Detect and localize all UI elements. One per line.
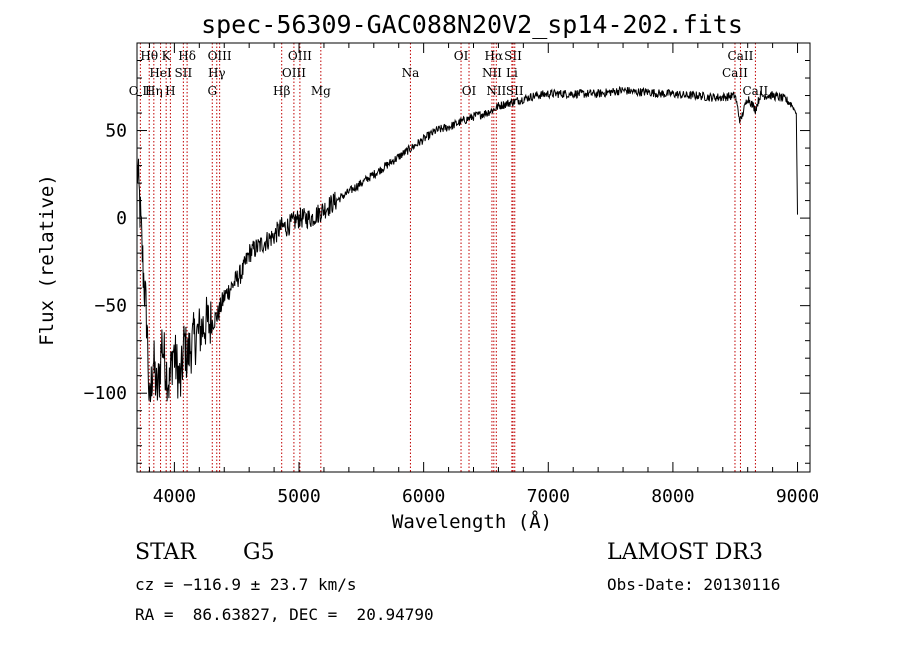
object-subclass: G5 (243, 540, 275, 565)
line-marker-label: Hη (145, 84, 163, 98)
line-marker-label: Hθ (140, 49, 158, 63)
y-axis-label: Flux (relative) (36, 174, 58, 346)
observation-date: Obs-Date: 20130116 (607, 575, 781, 594)
chart-title: spec-56309-GAC088N20V2_sp14-202.fits (201, 10, 743, 39)
line-marker-label: NII (486, 84, 506, 98)
x-tick-label: 4000 (153, 486, 196, 507)
x-tick-label: 5000 (277, 486, 320, 507)
line-marker-label: H (165, 84, 175, 98)
y-tick-label: 0 (116, 208, 127, 229)
plot-frame (136, 42, 811, 473)
line-marker-label: OIII (282, 66, 306, 80)
x-tick-label: 9000 (776, 486, 819, 507)
line-marker-label: O II (129, 84, 152, 98)
spectral-line-markers: O IIHθHηHeIKHSIIHδGHγOIIIHβOIIIOIIIMgNaO… (129, 43, 769, 472)
line-marker-label: Hβ (273, 84, 290, 98)
axes: 4000 5000 6000 7000 8000 9000 −100 −50 0 50 (84, 42, 819, 507)
redshift-readout: cz = −116.9 ± 23.7 km/s (135, 575, 357, 594)
line-marker-label: SII (504, 49, 522, 63)
line-marker-label: OI (462, 84, 477, 98)
spectrum-line (136, 85, 798, 403)
line-marker-label: NII (482, 66, 502, 80)
spectrum-series (136, 85, 798, 403)
line-marker-label: SII (506, 84, 524, 98)
survey-name: LAMOST DR3 (607, 540, 763, 565)
line-marker-label: Hα (485, 49, 504, 63)
line-marker-label: Mg (311, 84, 331, 98)
line-marker-label: HeI (149, 66, 172, 80)
line-marker-label: OIII (208, 49, 232, 63)
line-marker-label: Li (506, 66, 518, 80)
line-marker-label: Hγ (208, 66, 226, 80)
coordinates-readout: RA = 86.63827, DEC = 20.94790 (135, 605, 434, 624)
line-marker-label: Hδ (178, 49, 196, 63)
x-tick-label: 7000 (527, 486, 570, 507)
line-marker-label: CaII (722, 66, 748, 80)
x-tick-label: 8000 (651, 486, 694, 507)
x-axis-label: Wavelength (Å) (392, 510, 552, 533)
line-marker-label: G (207, 84, 217, 98)
line-marker-label: OI (454, 49, 469, 63)
y-tick-label: 50 (105, 121, 127, 142)
object-type: STAR (135, 540, 196, 565)
line-marker-label: Na (402, 66, 420, 80)
line-marker-label: CaII (728, 49, 754, 63)
x-tick-label: 6000 (402, 486, 445, 507)
y-tick-label: −100 (84, 383, 127, 404)
line-marker-label: SII (175, 66, 193, 80)
line-marker-label: K (162, 49, 172, 63)
y-tick-label: −50 (94, 296, 127, 317)
line-marker-label: OIII (288, 49, 312, 63)
